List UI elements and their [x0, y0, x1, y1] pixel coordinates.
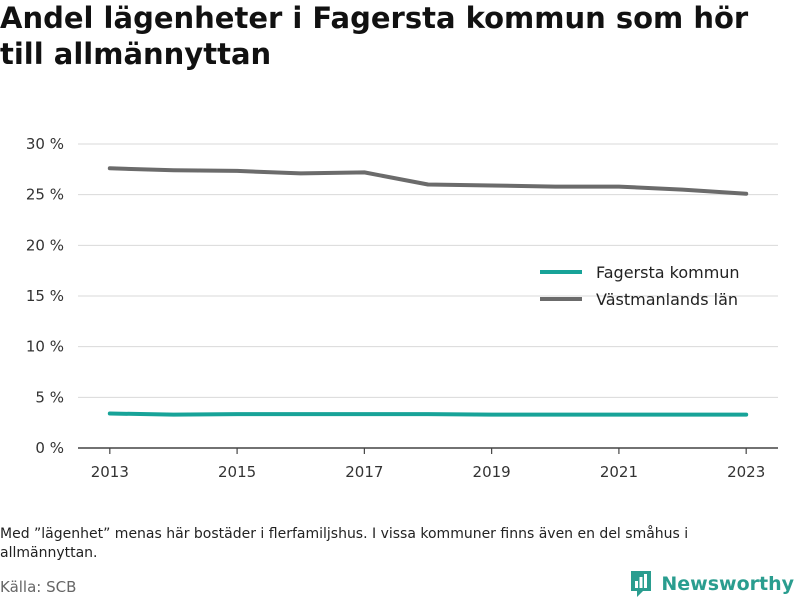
y-tick-label: 20 % — [26, 236, 64, 254]
y-tick-label: 15 % — [26, 287, 64, 305]
series-line-vastmanland — [107, 166, 749, 196]
series-line-fagersta — [107, 411, 749, 417]
x-tick-label: 2021 — [600, 463, 638, 481]
legend: Fagersta kommun Västmanlands län — [540, 263, 740, 309]
legend-label: Fagersta kommun — [596, 263, 740, 282]
x-tick-label: 2019 — [473, 463, 511, 481]
x-tick-label: 2015 — [218, 463, 256, 481]
x-tick-label: 2017 — [345, 463, 383, 481]
x-tick-label: 2023 — [727, 463, 765, 481]
y-tick-label: 30 % — [26, 135, 64, 153]
series-lines — [107, 166, 749, 417]
y-tick-label: 25 % — [26, 186, 64, 204]
y-tick-label: 0 % — [35, 439, 64, 457]
newsworthy-brand[interactable]: Newsworthy — [629, 569, 794, 599]
source-label: Källa: SCB — [0, 578, 77, 596]
legend-label: Västmanlands län — [596, 290, 738, 309]
y-tick-label: 10 % — [26, 338, 64, 356]
y-tick-label: 5 % — [35, 388, 64, 406]
line-chart: 0 % 5 % 10 % 15 % 20 % 25 % 30 % 2013 2015 2017 20… — [26, 135, 778, 481]
x-tick-label: 2013 — [91, 463, 129, 481]
brand-name: Newsworthy — [661, 573, 794, 595]
gridlines — [78, 143, 778, 398]
chart-title: Andel lägenheter i Fagersta kommun som h… — [0, 1, 749, 71]
axes: 0 % 5 % 10 % 15 % 20 % 25 % 30 % 2013 2015 2017 20… — [26, 135, 778, 481]
newsworthy-logo-icon — [631, 571, 652, 597]
footnote: Med ”lägenhet” menas här bostäder i fler… — [0, 526, 689, 561]
